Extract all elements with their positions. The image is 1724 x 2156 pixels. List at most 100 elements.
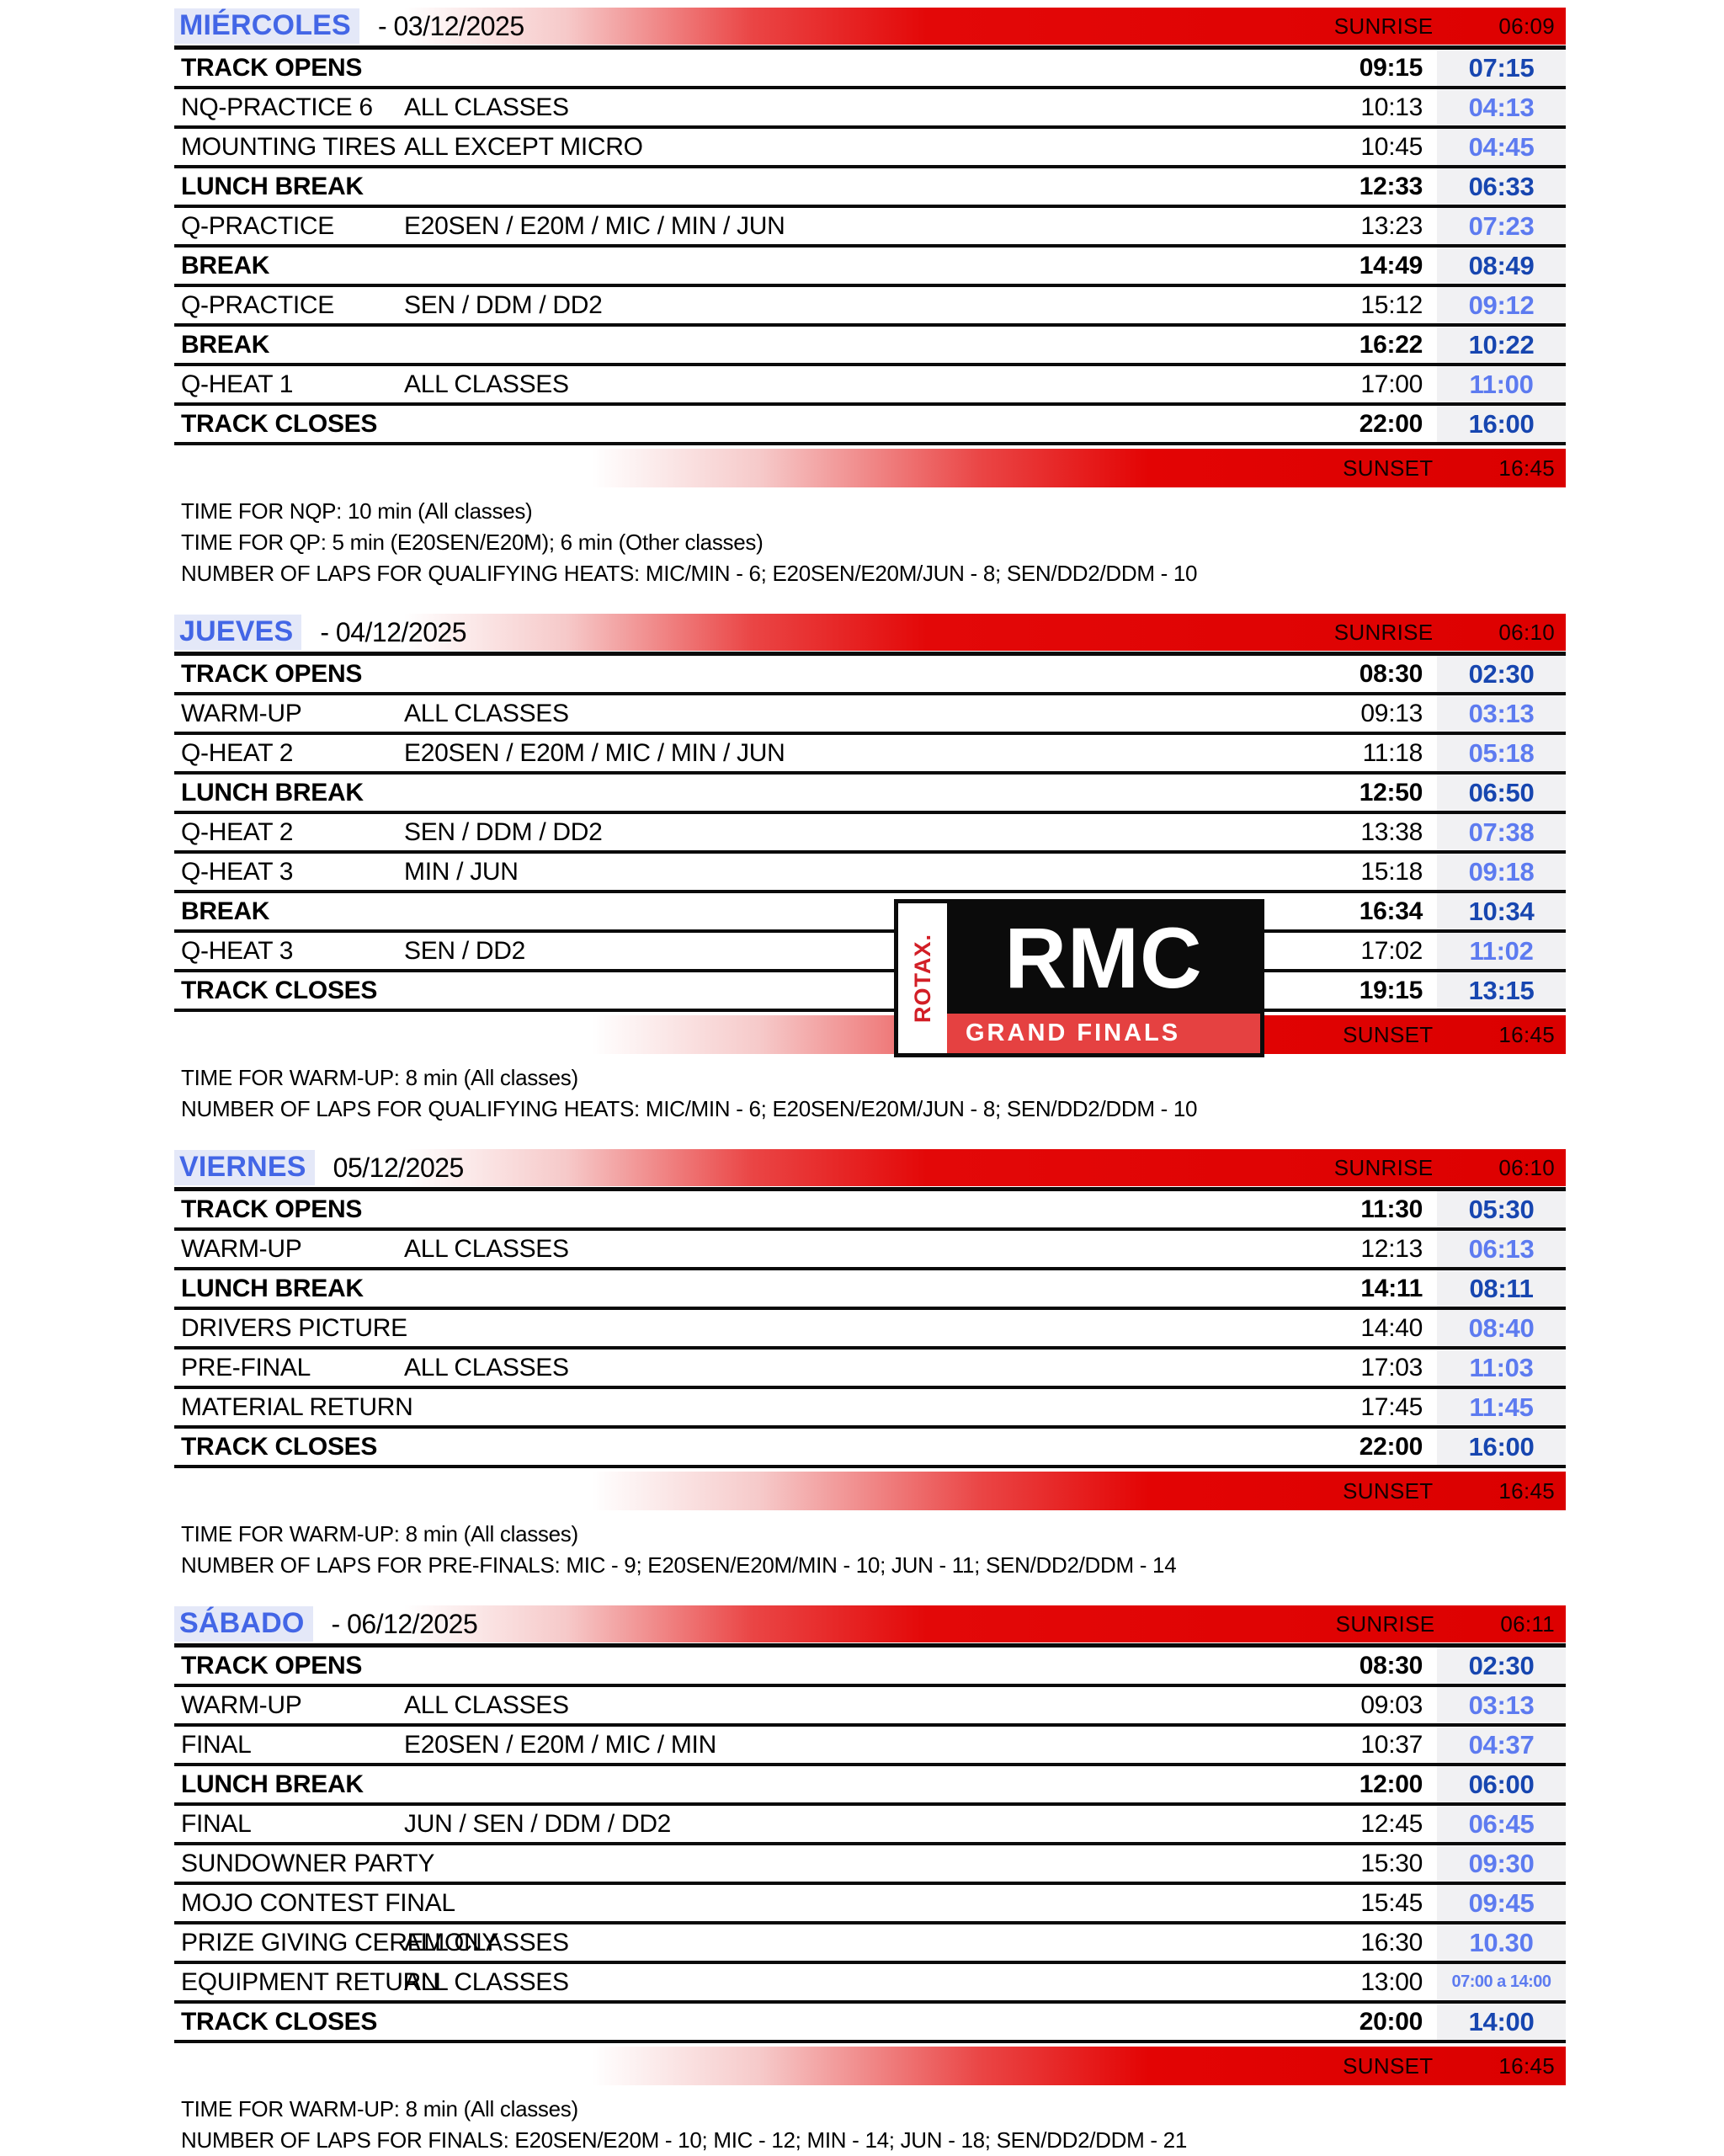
local-time-cell: 17:02 bbox=[1360, 936, 1423, 965]
activity-cell: Q-HEAT 3 bbox=[181, 857, 294, 886]
activity-cell: TRACK OPENS bbox=[181, 659, 363, 688]
table-row: FINAL JUN / SEN / DDM / DD2 12:45 06:45 bbox=[174, 1806, 1566, 1845]
classes-cell bbox=[404, 1191, 1242, 1227]
sunrise-time: 06:10 bbox=[1498, 1154, 1555, 1180]
activity-cell: LUNCH BREAK bbox=[181, 1274, 364, 1302]
alt-time-cell: 11:02 bbox=[1437, 933, 1566, 969]
section-notes: TIME FOR NQP: 10 min (All classes) TIME F… bbox=[174, 496, 1566, 589]
classes-cell: ALL CLASSES bbox=[404, 370, 569, 398]
schedule-day-section: SUNRISE 06:09 MIÉRCOLES - 03/12/2025 TRA… bbox=[174, 7, 1566, 589]
classes-cell: MIN / JUN bbox=[404, 857, 519, 886]
activity-cell: FINAL bbox=[181, 1730, 252, 1759]
alt-time-cell: 05:18 bbox=[1437, 735, 1566, 771]
activity-cell: TRACK CLOSES bbox=[181, 1432, 378, 1461]
classes-cell: SEN / DDM / DD2 bbox=[404, 290, 603, 319]
local-time-cell: 10:37 bbox=[1360, 1730, 1423, 1759]
table-row: Q-HEAT 3 SEN / DD2 17:02 11:02 bbox=[174, 933, 1566, 972]
alt-time-cell: 08:11 bbox=[1437, 1270, 1566, 1307]
classes-cell bbox=[404, 1389, 1242, 1425]
activity-cell: DRIVERS PICTURE bbox=[181, 1313, 407, 1342]
section-title: SÁBADO - 06/12/2025 bbox=[174, 1605, 1566, 1643]
table-row: TRACK OPENS 09:15 07:15 bbox=[174, 50, 1566, 89]
alt-time-cell: 11:03 bbox=[1437, 1349, 1566, 1386]
grand-finals-tagline: GRAND FINALS bbox=[947, 1014, 1260, 1053]
activity-cell: BREAK bbox=[181, 897, 270, 925]
classes-cell: ALL EXCEPT MICRO bbox=[404, 132, 643, 161]
classes-cell bbox=[404, 248, 1242, 284]
classes-cell: ALL CLASSES bbox=[404, 1353, 569, 1381]
local-time-cell: 14:40 bbox=[1360, 1313, 1423, 1342]
section-header: SUNRISE 06:09 MIÉRCOLES - 03/12/2025 bbox=[174, 7, 1566, 45]
table-row: TRACK OPENS 08:30 02:30 bbox=[174, 1648, 1566, 1687]
table-row: TRACK CLOSES 20:00 14:00 bbox=[174, 2004, 1566, 2043]
activity-cell: MOJO CONTEST FINAL bbox=[181, 1888, 455, 1917]
section-header: SUNRISE 06:11 SÁBADO - 06/12/2025 bbox=[174, 1605, 1566, 1643]
table-row: Q-HEAT 2 SEN / DDM / DD2 13:38 07:38 bbox=[174, 814, 1566, 854]
activity-cell: TRACK CLOSES bbox=[181, 409, 378, 438]
classes-cell: ALL CLASSES bbox=[404, 93, 569, 121]
sunrise-time: 06:11 bbox=[1500, 1610, 1555, 1637]
alt-time-cell: 09:45 bbox=[1437, 1885, 1566, 1921]
activity-cell: BREAK bbox=[181, 251, 270, 279]
alt-time-cell: 11:00 bbox=[1437, 366, 1566, 402]
table-row: BREAK 16:22 10:22 bbox=[174, 327, 1566, 366]
table-row: EQUIPMENT RETURN ALL CLASSES 13:00 07:00… bbox=[174, 1964, 1566, 2004]
local-time-cell: 15:30 bbox=[1360, 1849, 1423, 1877]
activity-cell: WARM-UP bbox=[181, 699, 302, 727]
classes-cell: ALL CLASSES bbox=[404, 1234, 569, 1263]
table-row: LUNCH BREAK 14:11 08:11 bbox=[174, 1270, 1566, 1310]
local-time-cell: 12:33 bbox=[1359, 172, 1423, 200]
alt-time-cell: 03:13 bbox=[1437, 1687, 1566, 1723]
table-row: PRIZE GIVING CEREMONY ALL CLASSES 16:30 … bbox=[174, 1924, 1566, 1964]
day-name: JUEVES bbox=[174, 615, 302, 650]
day-name: SÁBADO bbox=[174, 1606, 313, 1642]
section-header: SUNRISE 06:10 JUEVES - 04/12/2025 bbox=[174, 613, 1566, 652]
local-time-cell: 13:23 bbox=[1360, 211, 1423, 240]
local-time-cell: 13:38 bbox=[1360, 817, 1423, 846]
local-time-cell: 15:45 bbox=[1360, 1888, 1423, 1917]
activity-cell: WARM-UP bbox=[181, 1690, 302, 1719]
local-time-cell: 08:30 bbox=[1359, 659, 1423, 688]
classes-cell bbox=[404, 1845, 1242, 1882]
classes-cell: ALL CLASSES bbox=[404, 1967, 569, 1996]
sunrise-label: SUNRISE bbox=[1333, 619, 1434, 645]
classes-cell bbox=[404, 168, 1242, 205]
local-time-cell: 15:12 bbox=[1360, 290, 1423, 319]
table-row: MOUNTING TIRES ALL EXCEPT MICRO 10:45 04… bbox=[174, 129, 1566, 168]
local-time-cell: 14:49 bbox=[1359, 251, 1423, 279]
alt-time-cell: 09:30 bbox=[1437, 1845, 1566, 1882]
activity-cell: WARM-UP bbox=[181, 1234, 302, 1263]
rotax-text: ROTAX. bbox=[909, 934, 935, 1023]
sunrise-time: 06:10 bbox=[1498, 619, 1555, 645]
activity-cell: Q-HEAT 3 bbox=[181, 936, 294, 965]
section-date: - 03/12/2025 bbox=[377, 10, 524, 41]
table-row: BREAK 14:49 08:49 bbox=[174, 248, 1566, 287]
classes-cell bbox=[404, 1766, 1242, 1802]
section-notes: TIME FOR WARM-UP: 8 min (All classes) NUM… bbox=[174, 2094, 1566, 2156]
classes-cell bbox=[404, 50, 1242, 86]
classes-cell bbox=[404, 1270, 1242, 1307]
schedule-table: TRACK OPENS 08:30 02:30 WARM-UP ALL CLAS… bbox=[174, 652, 1566, 1012]
rotax-wordmark: ROTAX. bbox=[898, 903, 947, 1053]
sunset-time: 16:45 bbox=[1498, 455, 1555, 481]
day-name: VIERNES bbox=[174, 1150, 315, 1185]
section-date: - 06/12/2025 bbox=[331, 1608, 478, 1639]
alt-time-cell: 10.30 bbox=[1437, 1924, 1566, 1961]
activity-cell: PRIZE GIVING CEREMONY bbox=[181, 1928, 499, 1956]
alt-time-cell: 13:15 bbox=[1437, 972, 1566, 1009]
table-row: Q-PRACTICE E20SEN / E20M / MIC / MIN / J… bbox=[174, 208, 1566, 248]
table-row: DRIVERS PICTURE 14:40 08:40 bbox=[174, 1310, 1566, 1349]
classes-cell bbox=[404, 2004, 1242, 2040]
sunrise-bar: SUNRISE 06:11 bbox=[404, 1605, 1566, 1642]
note-line: TIME FOR WARM-UP: 8 min (All classes) bbox=[181, 2096, 578, 2121]
table-row: FINAL E20SEN / E20M / MIC / MIN 10:37 04… bbox=[174, 1727, 1566, 1766]
schedule-table: TRACK OPENS 09:15 07:15 NQ-PRACTICE 6 AL… bbox=[174, 45, 1566, 445]
activity-cell: PRE-FINAL bbox=[181, 1353, 311, 1381]
local-time-cell: 17:45 bbox=[1360, 1392, 1423, 1421]
note-line: NUMBER OF LAPS FOR FINALS: E20SEN/E20M -… bbox=[181, 2127, 1187, 2153]
rmc-acronym: RMC bbox=[947, 903, 1260, 1014]
classes-cell: E20SEN / E20M / MIC / MIN / JUN bbox=[404, 211, 785, 240]
classes-cell: E20SEN / E20M / MIC / MIN bbox=[404, 1730, 716, 1759]
table-row: WARM-UP ALL CLASSES 09:03 03:13 bbox=[174, 1687, 1566, 1727]
classes-cell bbox=[404, 406, 1242, 442]
